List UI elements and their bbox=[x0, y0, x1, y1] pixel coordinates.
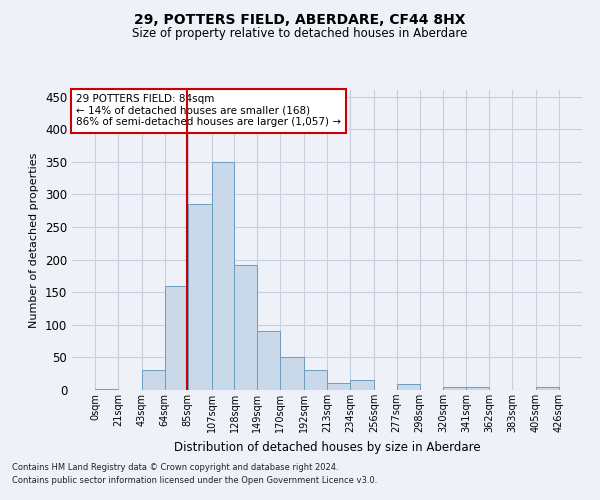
Bar bbox=[142, 370, 165, 390]
Bar bbox=[95, 388, 118, 390]
Bar bbox=[327, 384, 350, 390]
Text: Contains HM Land Registry data © Crown copyright and database right 2024.: Contains HM Land Registry data © Crown c… bbox=[12, 464, 338, 472]
Y-axis label: Number of detached properties: Number of detached properties bbox=[29, 152, 40, 328]
X-axis label: Distribution of detached houses by size in Aberdare: Distribution of detached houses by size … bbox=[173, 440, 481, 454]
Bar bbox=[235, 265, 257, 390]
Bar bbox=[257, 332, 280, 390]
Text: Contains public sector information licensed under the Open Government Licence v3: Contains public sector information licen… bbox=[12, 476, 377, 485]
Bar bbox=[397, 384, 419, 390]
Bar bbox=[212, 162, 235, 390]
Text: 29, POTTERS FIELD, ABERDARE, CF44 8HX: 29, POTTERS FIELD, ABERDARE, CF44 8HX bbox=[134, 12, 466, 26]
Bar bbox=[350, 380, 374, 390]
Bar bbox=[280, 358, 304, 390]
Text: Size of property relative to detached houses in Aberdare: Size of property relative to detached ho… bbox=[133, 28, 467, 40]
Bar bbox=[165, 286, 188, 390]
Bar bbox=[536, 386, 559, 390]
Bar bbox=[443, 386, 466, 390]
Text: 29 POTTERS FIELD: 84sqm
← 14% of detached houses are smaller (168)
86% of semi-d: 29 POTTERS FIELD: 84sqm ← 14% of detache… bbox=[76, 94, 341, 128]
Bar bbox=[466, 386, 489, 390]
Bar bbox=[304, 370, 327, 390]
Bar bbox=[188, 204, 212, 390]
